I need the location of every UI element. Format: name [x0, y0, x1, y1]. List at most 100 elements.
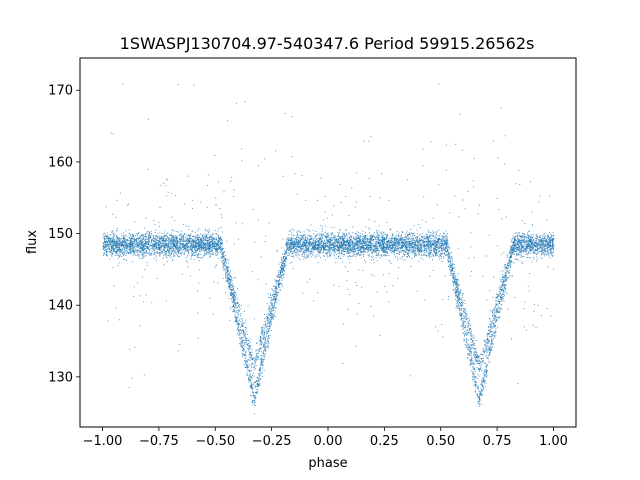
data-point	[239, 310, 241, 312]
data-point	[430, 241, 432, 243]
data-point	[350, 241, 352, 243]
data-point	[281, 274, 283, 276]
data-point	[547, 252, 549, 254]
data-point	[235, 319, 237, 321]
data-point	[454, 295, 456, 297]
data-point	[379, 243, 381, 245]
data-point	[165, 244, 167, 246]
data-point	[223, 261, 225, 263]
data-point	[341, 247, 343, 249]
data-point	[251, 362, 253, 364]
data-point	[266, 316, 267, 318]
data-point	[349, 252, 351, 254]
data-point	[241, 160, 243, 162]
data-point	[453, 275, 455, 277]
data-point	[391, 240, 392, 242]
data-point	[443, 242, 445, 244]
data-point	[473, 373, 475, 375]
data-point	[271, 310, 273, 312]
data-point	[242, 325, 244, 327]
data-point	[425, 244, 427, 246]
data-point	[170, 238, 172, 240]
data-point	[482, 275, 484, 277]
data-point	[131, 249, 133, 251]
data-point	[420, 240, 422, 241]
data-point	[479, 368, 480, 370]
data-point	[330, 234, 332, 235]
data-point	[399, 250, 401, 252]
data-point	[266, 340, 268, 342]
data-point	[486, 299, 488, 301]
data-point	[115, 246, 117, 248]
data-point	[500, 296, 502, 298]
data-point	[134, 239, 136, 241]
data-point	[433, 235, 435, 237]
data-point	[370, 240, 372, 242]
data-point	[445, 238, 446, 240]
data-point	[329, 243, 331, 245]
data-point	[153, 252, 155, 254]
data-point	[541, 252, 543, 254]
data-point	[358, 249, 360, 251]
data-point	[141, 254, 143, 256]
data-point	[366, 246, 368, 248]
data-point	[520, 249, 522, 251]
data-point	[524, 241, 526, 242]
data-point	[192, 235, 194, 237]
data-point	[227, 270, 229, 272]
data-point	[425, 237, 427, 239]
data-point	[339, 240, 340, 242]
data-point	[186, 236, 188, 238]
data-point	[467, 321, 469, 323]
data-point	[456, 279, 458, 281]
data-point	[378, 246, 380, 247]
data-point	[195, 247, 197, 249]
data-point	[260, 336, 261, 338]
data-point	[334, 251, 336, 253]
data-point	[271, 307, 273, 309]
data-point	[126, 259, 127, 261]
data-point	[472, 373, 474, 375]
data-point	[349, 248, 351, 250]
data-point	[245, 337, 247, 339]
data-point	[121, 248, 123, 249]
data-point	[540, 242, 541, 244]
data-point	[281, 259, 283, 261]
data-point	[518, 254, 520, 256]
data-point	[179, 246, 181, 247]
data-point	[492, 335, 494, 337]
data-point	[374, 238, 376, 240]
data-point	[527, 232, 528, 234]
data-point	[502, 284, 504, 286]
data-point	[286, 241, 288, 243]
data-point	[365, 241, 367, 243]
data-point	[345, 196, 347, 197]
data-point	[128, 229, 130, 231]
data-point	[546, 243, 548, 245]
data-point	[413, 232, 415, 234]
data-point	[107, 238, 109, 240]
data-point	[207, 230, 209, 232]
data-point	[103, 253, 105, 255]
data-point	[251, 359, 253, 361]
data-point	[242, 341, 244, 343]
data-point	[116, 230, 118, 232]
data-point	[218, 252, 220, 254]
data-point	[361, 236, 363, 237]
data-point	[384, 242, 386, 244]
data-point	[268, 308, 270, 309]
data-point	[457, 308, 459, 309]
data-point	[411, 242, 413, 244]
data-point	[136, 251, 138, 253]
data-point	[486, 351, 488, 353]
data-point	[522, 239, 524, 241]
data-point	[531, 245, 533, 247]
data-point	[302, 236, 304, 238]
data-point	[502, 274, 503, 276]
data-point	[329, 248, 331, 250]
data-point	[453, 284, 455, 286]
data-point	[115, 307, 117, 309]
data-point	[527, 252, 529, 254]
data-point	[194, 239, 196, 241]
data-point	[149, 236, 151, 238]
